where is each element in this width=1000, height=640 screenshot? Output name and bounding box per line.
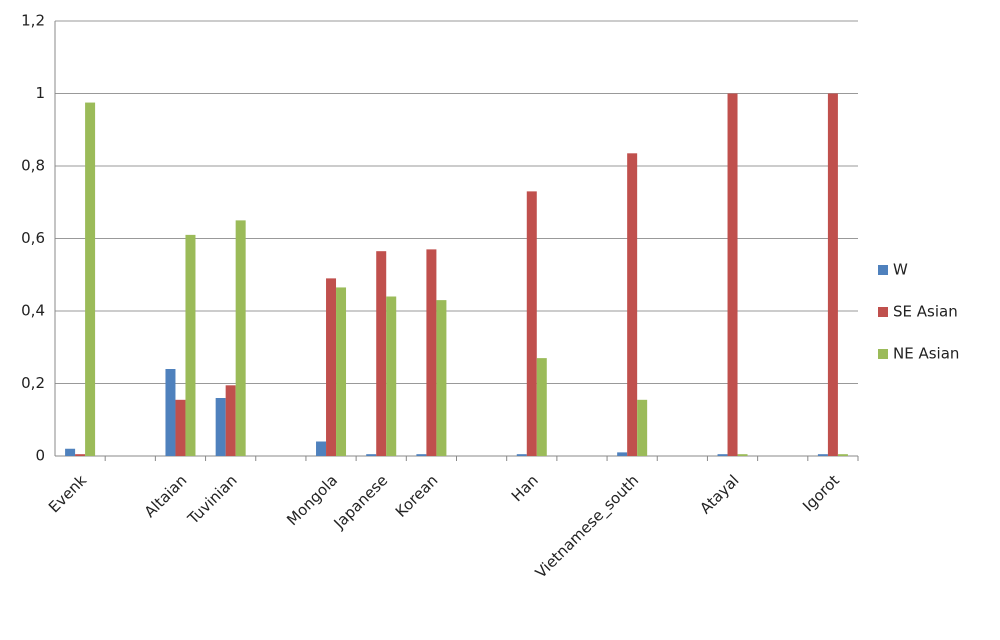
legend-label: NE Asian — [893, 345, 959, 363]
bar — [336, 287, 347, 456]
bar — [316, 441, 327, 456]
bar — [235, 220, 246, 456]
bar — [727, 93, 738, 456]
bar — [827, 93, 838, 456]
bar — [376, 251, 387, 456]
y-tick-label: 0 — [35, 447, 45, 465]
bar — [65, 448, 76, 456]
bar — [185, 234, 196, 456]
bar — [175, 399, 186, 456]
legend-label: SE Asian — [893, 303, 958, 321]
bar — [617, 452, 628, 456]
x-tick-label: Altaian — [141, 471, 191, 521]
bar — [75, 454, 86, 456]
bar — [165, 369, 176, 456]
bar — [366, 454, 377, 456]
x-tick-label: Korean — [392, 471, 442, 521]
y-tick-label: 1,2 — [21, 12, 45, 30]
legend-swatch — [878, 265, 888, 275]
bar — [837, 454, 848, 456]
x-tick-label: Han — [508, 471, 542, 505]
bar — [386, 296, 397, 456]
bar — [426, 249, 437, 456]
bar — [416, 454, 427, 456]
y-tick-label: 0,8 — [21, 157, 45, 175]
bar — [717, 454, 728, 456]
y-tick-label: 0,2 — [21, 374, 45, 392]
legend-swatch — [878, 349, 888, 359]
legend-label: W — [893, 261, 908, 279]
x-tick-label: Vietnamese_south — [532, 471, 643, 582]
x-tick-label: Evenk — [45, 471, 90, 516]
y-tick-label: 0,4 — [21, 302, 45, 320]
x-tick-label: Atayal — [696, 471, 742, 517]
x-tick-label: Japanese — [330, 471, 392, 533]
bar — [436, 300, 447, 456]
bar — [817, 454, 828, 456]
bar — [225, 385, 236, 456]
bar — [737, 454, 748, 456]
bar — [215, 398, 226, 456]
bar — [536, 358, 547, 456]
bar — [516, 454, 527, 456]
y-tick-label: 1 — [35, 84, 45, 102]
x-tick-label: Tuvinian — [184, 471, 241, 528]
bar — [627, 153, 638, 456]
bar — [526, 191, 537, 456]
y-tick-label: 0,6 — [21, 229, 45, 247]
legend-swatch — [878, 307, 888, 317]
bar — [85, 102, 96, 456]
x-tick-label: Igorot — [799, 471, 843, 515]
bar — [326, 278, 337, 456]
bar — [637, 399, 648, 456]
